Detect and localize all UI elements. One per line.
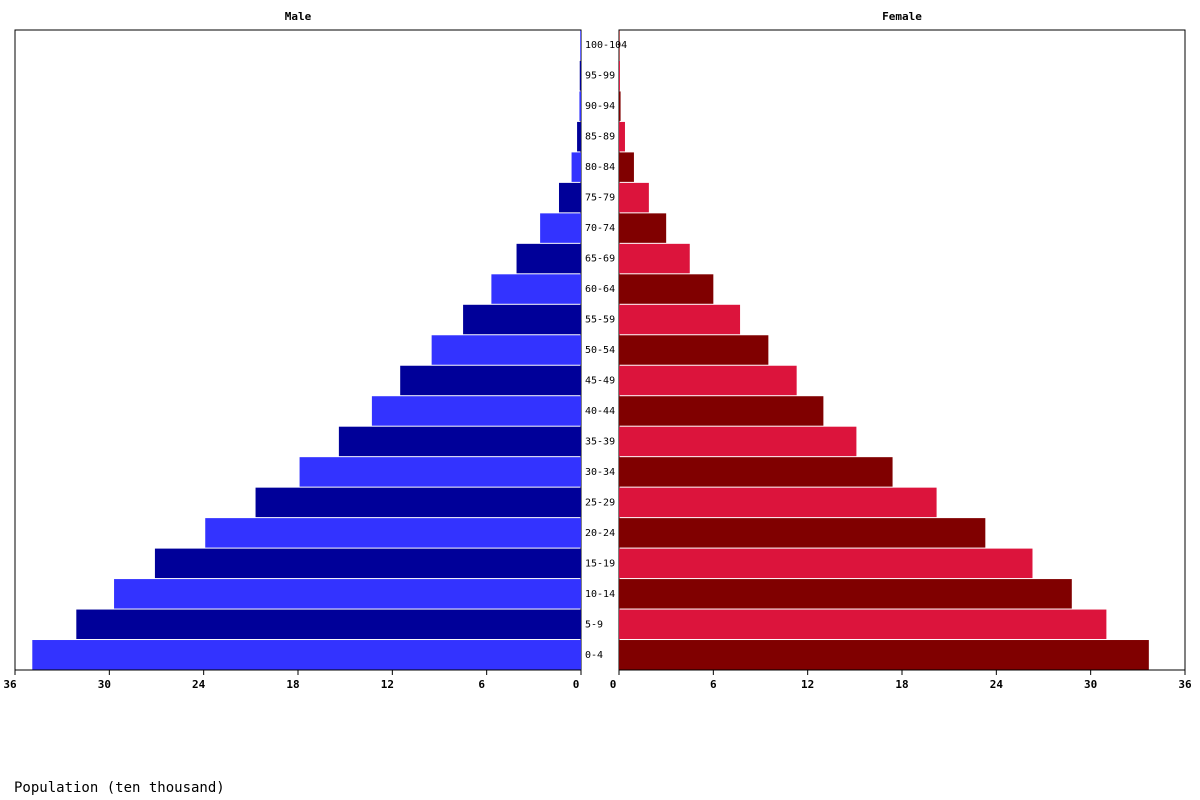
bar — [619, 609, 1107, 640]
panel-title: Female — [882, 10, 922, 23]
bar — [571, 152, 581, 182]
x-axis-label: Population (ten thousand) — [14, 780, 225, 796]
bar — [32, 640, 582, 670]
bar — [619, 640, 1149, 670]
bar — [619, 91, 621, 121]
bar — [619, 487, 937, 518]
category-label: 20-24 — [585, 528, 615, 539]
bar — [619, 121, 625, 152]
category-label: 50-54 — [585, 345, 615, 356]
category-label: 60-64 — [585, 284, 615, 295]
category-label: 25-29 — [585, 497, 615, 508]
x-tick-label: 24 — [192, 678, 206, 691]
bar — [463, 304, 581, 335]
bar — [205, 518, 581, 548]
bar — [619, 243, 690, 274]
bar — [619, 182, 649, 213]
bar — [619, 274, 714, 304]
bar — [114, 579, 582, 609]
bar — [619, 304, 741, 335]
x-tick-label: 30 — [98, 678, 111, 691]
bar — [619, 60, 620, 91]
bar — [619, 579, 1072, 609]
bar — [400, 365, 581, 396]
bar — [371, 396, 581, 426]
x-tick-label: 36 — [1178, 678, 1192, 691]
bar — [579, 91, 581, 121]
category-label: 30-34 — [585, 467, 615, 478]
category-label: 75-79 — [585, 193, 615, 204]
category-label: 85-89 — [585, 132, 615, 143]
bar — [558, 182, 581, 213]
bar — [516, 243, 581, 274]
bar — [540, 213, 581, 243]
category-label: 5-9 — [585, 619, 603, 630]
x-tick-label: 12 — [801, 678, 814, 691]
category-label: 45-49 — [585, 375, 615, 386]
x-tick-label: 36 — [3, 678, 17, 691]
category-label: 95-99 — [585, 71, 615, 82]
x-tick-label: 24 — [990, 678, 1004, 691]
category-label: 55-59 — [585, 315, 615, 326]
category-label: 0-4 — [585, 650, 603, 661]
bar — [299, 457, 581, 487]
category-label: 40-44 — [585, 406, 615, 417]
bar — [619, 365, 797, 396]
category-label: 35-39 — [585, 436, 615, 447]
category-label: 100-104 — [585, 40, 627, 51]
category-label: 65-69 — [585, 254, 615, 265]
x-tick-label: 18 — [895, 678, 908, 691]
bar — [619, 426, 857, 457]
category-label: 70-74 — [585, 223, 615, 234]
x-tick-label: 0 — [573, 678, 580, 691]
bar — [619, 152, 634, 182]
bar — [619, 548, 1033, 579]
bar — [619, 518, 986, 548]
category-label: 15-19 — [585, 558, 615, 569]
x-tick-label: 12 — [381, 678, 394, 691]
bar — [619, 396, 824, 426]
bar — [76, 609, 582, 640]
category-label: 80-84 — [585, 162, 615, 173]
category-label: 90-94 — [585, 101, 615, 112]
bar — [577, 121, 581, 152]
bar — [619, 335, 769, 365]
bar — [619, 213, 667, 243]
bar — [619, 30, 620, 60]
x-tick-label: 18 — [286, 678, 299, 691]
x-tick-label: 30 — [1084, 678, 1097, 691]
x-tick-label: 0 — [610, 678, 617, 691]
bar — [579, 60, 581, 91]
bar — [491, 274, 581, 304]
bar — [431, 335, 581, 365]
bar — [619, 457, 893, 487]
bar — [338, 426, 581, 457]
bar — [154, 548, 581, 579]
category-label: 10-14 — [585, 589, 615, 600]
bar — [580, 30, 581, 60]
x-tick-label: 6 — [710, 678, 717, 691]
bar — [255, 487, 582, 518]
panel-title: Male — [285, 10, 312, 23]
x-tick-label: 6 — [478, 678, 485, 691]
